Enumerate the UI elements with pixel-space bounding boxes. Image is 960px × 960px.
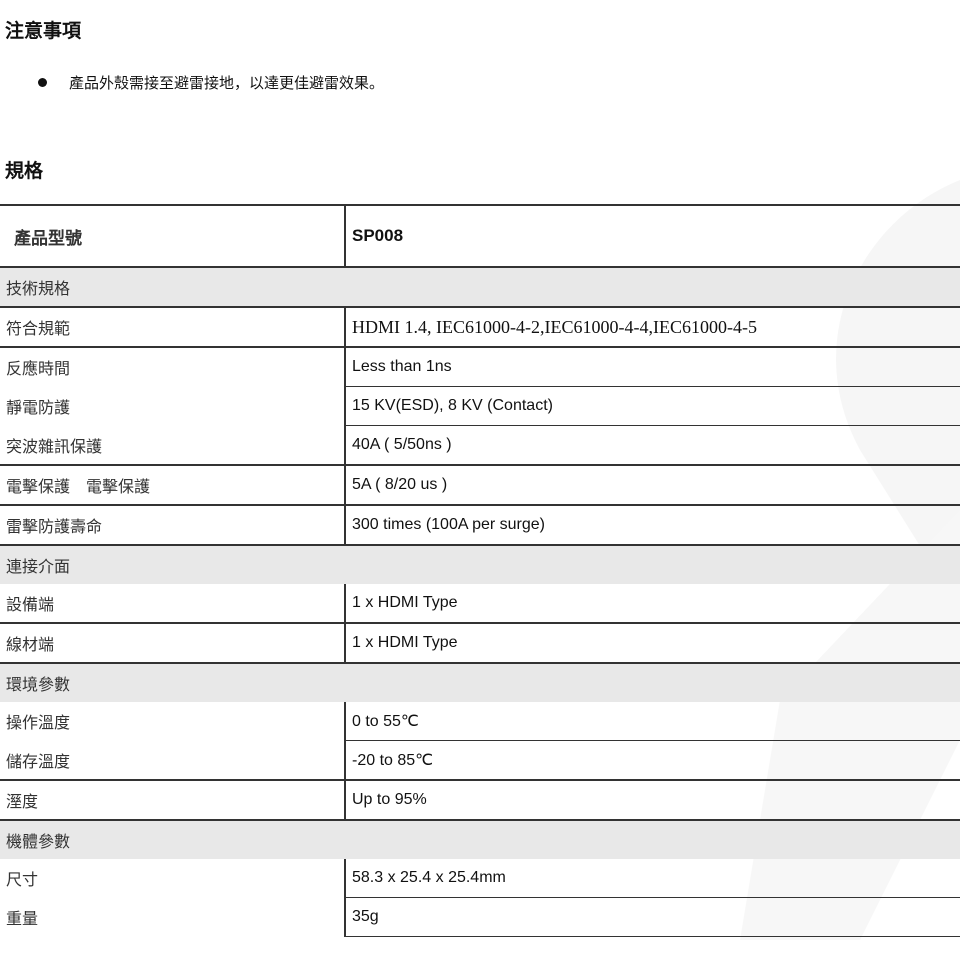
- group-row: 連接介面: [0, 545, 960, 584]
- group-label: 連接介面: [0, 545, 960, 584]
- spec-label: 溼度: [0, 780, 345, 821]
- spec-label: 操作溫度: [6, 713, 71, 733]
- model-label: 產品型號: [0, 204, 345, 268]
- spec-label: 儲存溫度: [0, 740, 345, 781]
- spec-label: 反應時間: [6, 359, 71, 379]
- spec-value: 15 KV(ESD), 8 KV (Contact): [344, 386, 960, 426]
- table-row: 電擊保護 電擊保護 5A ( 8/20 us ): [0, 465, 960, 506]
- table-row: 線材端 1 x HDMI Type: [0, 623, 960, 664]
- spec-label: 符合規範: [0, 307, 345, 348]
- spec-value: 35g: [344, 897, 960, 937]
- spec-label: 線材端: [0, 623, 345, 664]
- group-label: 機體參數: [0, 820, 960, 859]
- table-row: 溼度 Up to 95%: [0, 780, 960, 821]
- spec-value: 40A ( 5/50ns ): [344, 425, 960, 466]
- table-row: 靜電防護 15 KV(ESD), 8 KV (Contact): [0, 386, 960, 426]
- spec-table: 產品型號 SP008 技術規格 符合規範 HDMI 1.4, IEC61000-4-…: [0, 204, 960, 937]
- table-row: 符合規範 HDMI 1.4, IEC61000-4-2,IEC61000-4-4,…: [0, 307, 960, 348]
- group-label: 技術規格: [0, 267, 960, 308]
- spec-value: Up to 95%: [344, 780, 960, 821]
- specs-title: 規格: [5, 160, 44, 182]
- spec-value: 5A ( 8/20 us ): [344, 465, 960, 506]
- group-label: 環境參數: [0, 663, 960, 702]
- spec-label: 設備端: [0, 584, 345, 624]
- spec-value: 58.3 x 25.4 x 25.4mm: [344, 859, 960, 898]
- spec-label: 雷擊防護壽命: [0, 505, 345, 546]
- table-header-row: 產品型號 SP008: [0, 204, 960, 268]
- notice-title: 注意事項: [5, 20, 82, 42]
- spec-label: 突波雜訊保護: [0, 425, 345, 466]
- table-row: 雷擊防護壽命 300 times (100A per surge): [0, 505, 960, 546]
- spec-value: 1 x HDMI Type: [344, 584, 960, 624]
- group-row: 環境參數: [0, 663, 960, 702]
- spec-label: 電擊保護 電擊保護: [0, 465, 345, 506]
- notice-item: 產品外殼需接至避雷接地，以達更佳避雷效果。: [38, 72, 384, 93]
- group-row: 機體參數: [0, 820, 960, 859]
- table-row: 突波雜訊保護 40A ( 5/50ns ): [0, 425, 960, 466]
- table-row: 操作溫度 0 to 55℃: [0, 702, 960, 741]
- spec-value: 300 times (100A per surge): [344, 505, 960, 546]
- spec-label: 重量: [6, 909, 39, 928]
- bullet-icon: [38, 78, 47, 87]
- spec-label: 尺寸: [6, 870, 39, 890]
- table-row: 設備端 1 x HDMI Type: [0, 584, 960, 624]
- group-row: 技術規格: [0, 267, 960, 308]
- spec-value: 1 x HDMI Type: [344, 623, 960, 664]
- spec-value: Less than 1ns: [344, 347, 960, 387]
- table-row: 重量 35g: [0, 897, 960, 937]
- model-value: SP008: [344, 204, 960, 268]
- spec-value: HDMI 1.4, IEC61000-4-2,IEC61000-4-4,IEC6…: [344, 307, 960, 348]
- spec-value: 0 to 55℃: [344, 702, 960, 741]
- table-row: 反應時間 Less than 1ns: [0, 347, 960, 387]
- table-row: 尺寸 58.3 x 25.4 x 25.4mm: [0, 859, 960, 898]
- spec-value: -20 to 85℃: [344, 740, 960, 781]
- table-row: 儲存溫度 -20 to 85℃: [0, 740, 960, 781]
- spec-label: 靜電防護: [6, 398, 71, 417]
